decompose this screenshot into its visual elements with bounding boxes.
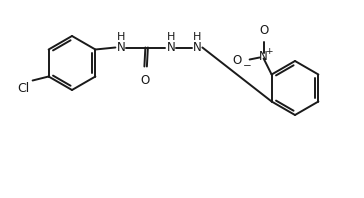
Text: N: N [259,50,268,63]
Text: H: H [193,32,202,43]
Text: N: N [193,41,202,54]
Text: H: H [117,32,126,43]
Text: O: O [232,54,242,67]
Text: O: O [259,25,268,37]
Text: N: N [117,41,126,54]
Text: −: − [243,61,252,70]
Text: N: N [167,41,176,54]
Text: O: O [141,73,150,87]
Text: H: H [167,32,175,43]
Text: Cl: Cl [17,83,30,95]
Text: +: + [265,47,272,56]
